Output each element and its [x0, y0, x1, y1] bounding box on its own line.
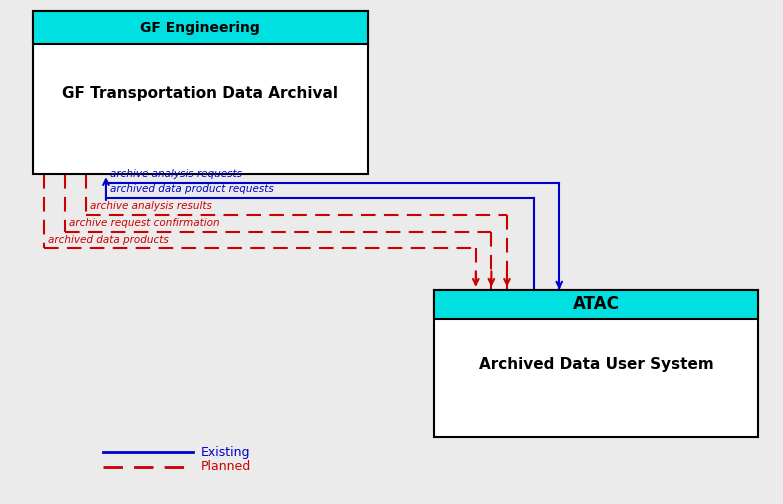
Text: Planned: Planned [200, 460, 251, 473]
Text: ATAC: ATAC [573, 295, 620, 313]
Bar [33, 12, 368, 174]
Text: archived data product requests: archived data product requests [110, 184, 273, 195]
Text: Existing: Existing [200, 446, 250, 459]
Text: archive analysis requests: archive analysis requests [110, 169, 242, 179]
Bar [435, 290, 758, 319]
Text: GF Engineering: GF Engineering [140, 21, 260, 35]
Text: Archived Data User System: Archived Data User System [479, 357, 713, 371]
Bar [435, 290, 758, 437]
Text: archived data products: archived data products [49, 235, 169, 245]
Bar [33, 12, 368, 44]
Text: GF Transportation Data Archival: GF Transportation Data Archival [63, 86, 338, 101]
Text: archive analysis results: archive analysis results [89, 202, 211, 211]
Text: archive request confirmation: archive request confirmation [69, 218, 220, 228]
